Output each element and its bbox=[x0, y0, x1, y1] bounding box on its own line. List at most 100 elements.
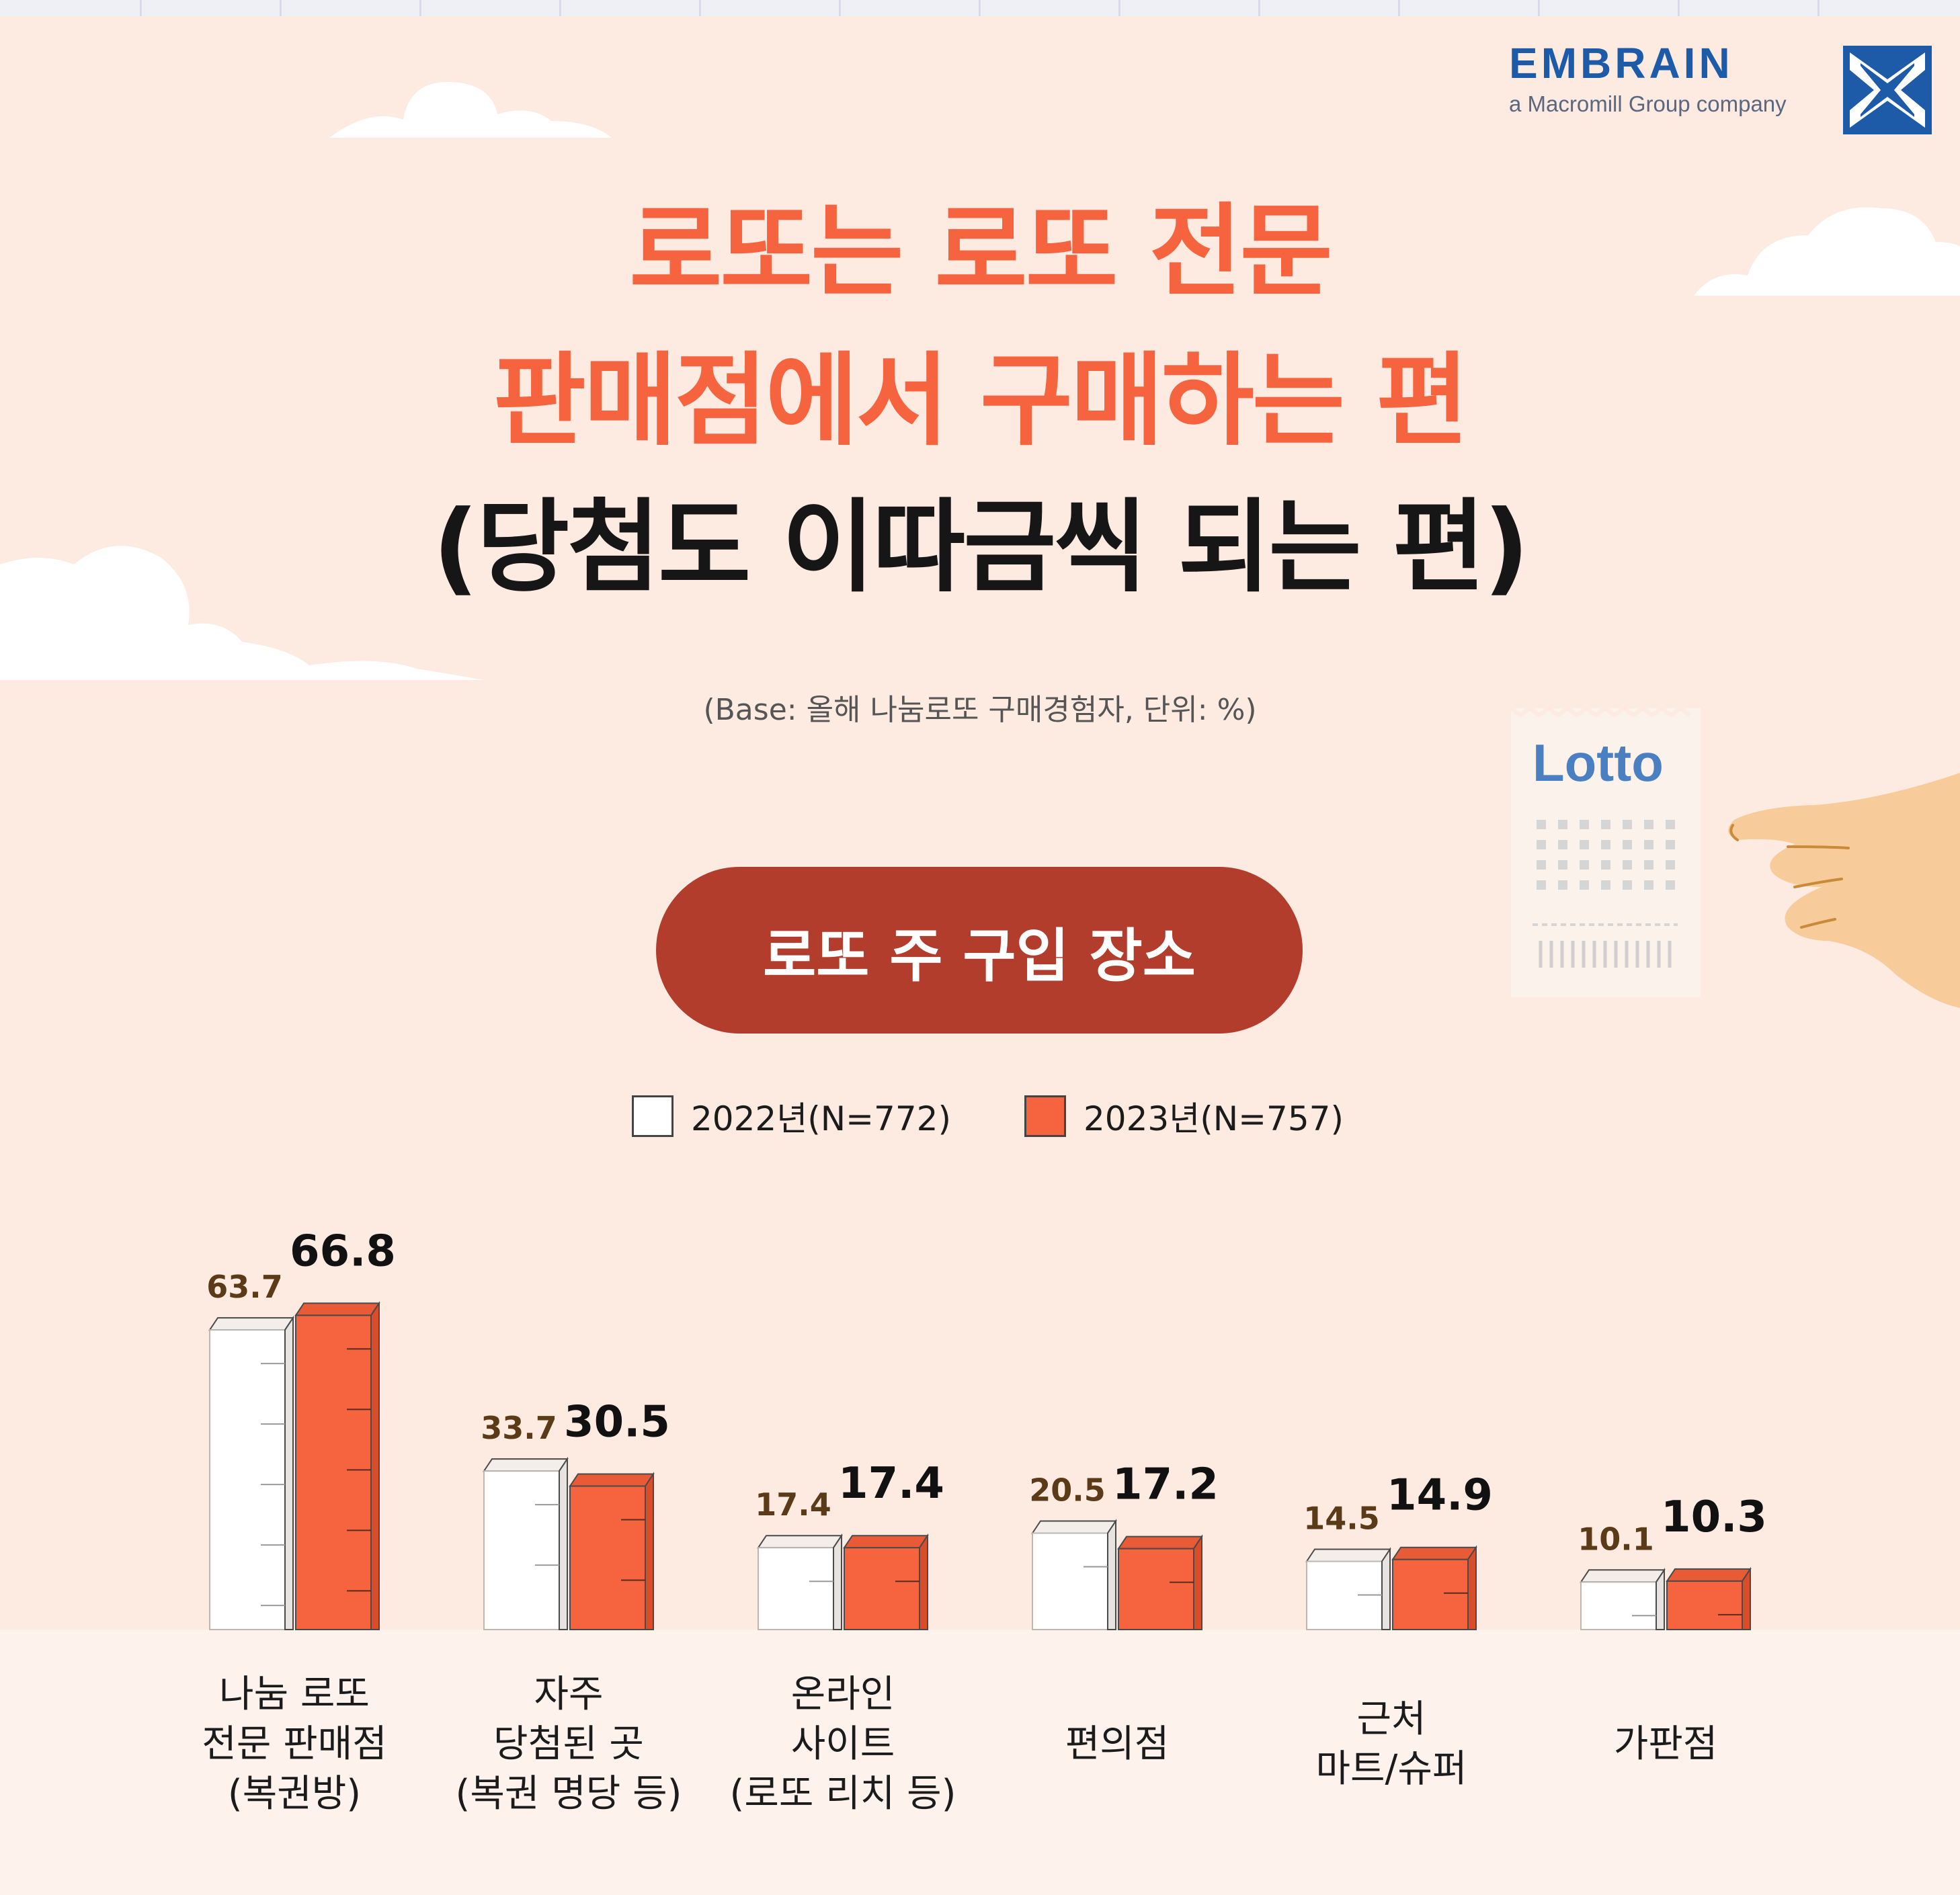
bar-top-2022 bbox=[1580, 1569, 1666, 1583]
bar-2023 bbox=[1118, 1548, 1194, 1630]
bar-2022 bbox=[1032, 1532, 1108, 1630]
strip-divider bbox=[1258, 0, 1260, 16]
category-label-line: 편의점 bbox=[1065, 1722, 1170, 1766]
category-label-line: (복권방) bbox=[227, 1772, 362, 1816]
value-label-2022: 17.4 bbox=[755, 1486, 831, 1523]
bar-side-2023 bbox=[1742, 1566, 1751, 1630]
strip-divider bbox=[1118, 0, 1120, 16]
value-label-2023: 30.5 bbox=[564, 1398, 670, 1447]
cloud-icon bbox=[0, 546, 484, 680]
headline-line-3: (당첨도 이따금씩 되는 편) bbox=[432, 489, 1530, 606]
section-title-pill: 로또 주 구입 장소 bbox=[656, 867, 1303, 1034]
headline-line-2: 판매점에서 구매하는 편 bbox=[493, 343, 1469, 460]
bar-top-2022 bbox=[757, 1535, 843, 1549]
bar-2022 bbox=[1580, 1581, 1657, 1630]
category-label: 편의점 bbox=[956, 1720, 1278, 1769]
category-label: 가판점 bbox=[1504, 1720, 1827, 1769]
bar-side-2022 bbox=[833, 1533, 842, 1630]
bar-2022 bbox=[758, 1547, 834, 1631]
bar-side-2023 bbox=[1467, 1545, 1477, 1630]
legend-2023: 2023년(N=757) bbox=[1024, 1094, 1344, 1138]
bar-2022 bbox=[209, 1329, 286, 1630]
strip-divider bbox=[419, 0, 421, 16]
category-label-line: 당첨된 곳 bbox=[493, 1722, 644, 1766]
chart-floor bbox=[0, 1630, 1960, 1895]
value-label-2022: 10.1 bbox=[1578, 1521, 1654, 1557]
brand-block: EMBRAIN a Macromill Group company bbox=[1509, 42, 1787, 117]
category-label-line: 온라인 bbox=[790, 1673, 895, 1716]
bar-side-2023 bbox=[370, 1301, 380, 1630]
value-label-2023: 14.9 bbox=[1387, 1471, 1493, 1521]
bar-top-2022 bbox=[1031, 1520, 1117, 1534]
cloud-icon bbox=[1694, 207, 1960, 296]
ticket-text: Lotto bbox=[1533, 733, 1664, 792]
legend-label-2023: 2023년(N=757) bbox=[1084, 1099, 1344, 1138]
bar-top-2022 bbox=[1305, 1548, 1391, 1562]
bar-top-2022 bbox=[483, 1458, 569, 1472]
strip-divider bbox=[839, 0, 841, 16]
bar-side-2023 bbox=[1193, 1534, 1202, 1630]
category-label-line: 가판점 bbox=[1613, 1722, 1718, 1766]
value-label-2022: 20.5 bbox=[1029, 1472, 1106, 1509]
value-label-2023: 17.4 bbox=[838, 1459, 944, 1509]
value-label-2022: 63.7 bbox=[206, 1269, 283, 1305]
category-label-line: (로또 리치 등) bbox=[729, 1772, 956, 1816]
bar-2023 bbox=[1392, 1558, 1469, 1631]
legend-swatch-2023 bbox=[1024, 1095, 1066, 1137]
value-label-2023: 17.2 bbox=[1112, 1460, 1219, 1510]
bar-top-2023 bbox=[1666, 1568, 1752, 1582]
brand-tagline: a Macromill Group company bbox=[1509, 91, 1787, 116]
value-label-2022: 14.5 bbox=[1303, 1501, 1380, 1537]
value-label-2023: 10.3 bbox=[1661, 1492, 1767, 1542]
category-label: 온라인 사이트 (로또 리치 등) bbox=[682, 1670, 1004, 1819]
strip-divider bbox=[140, 0, 142, 16]
bar-side-2022 bbox=[559, 1456, 568, 1630]
strip-divider bbox=[979, 0, 981, 16]
lotto-ticket-hand-illustration: Lotto bbox=[1510, 706, 1960, 1008]
value-label-2022: 33.7 bbox=[481, 1410, 557, 1446]
category-label-line: (복권 명당 등) bbox=[455, 1772, 682, 1816]
strip-divider bbox=[1538, 0, 1540, 16]
strip-divider bbox=[559, 0, 561, 16]
strip-divider bbox=[280, 0, 282, 16]
bar-side-2023 bbox=[919, 1533, 928, 1630]
bar-top-2022 bbox=[208, 1317, 294, 1331]
bar-top-2023 bbox=[569, 1473, 655, 1487]
value-label-2023: 66.8 bbox=[290, 1226, 396, 1276]
strip-divider bbox=[699, 0, 701, 16]
category-label-line: 마트/슈퍼 bbox=[1315, 1747, 1467, 1791]
category-label-line: 전문 판매점 bbox=[202, 1722, 387, 1766]
bar-side-2022 bbox=[1656, 1567, 1665, 1630]
legend-label-2022: 2022년(N=772) bbox=[691, 1099, 951, 1138]
headline-line-1: 로또는 로또 전문 bbox=[629, 194, 1332, 310]
brand-logo-icon bbox=[1843, 46, 1932, 134]
bar-top-2023 bbox=[294, 1302, 380, 1316]
bar-side-2022 bbox=[1107, 1519, 1116, 1630]
category-label-line: 자주 bbox=[534, 1673, 604, 1716]
bar-2022 bbox=[483, 1470, 560, 1630]
legend-2022: 2022년(N=772) bbox=[632, 1094, 951, 1138]
bar-2023 bbox=[295, 1314, 372, 1630]
bar-top-2023 bbox=[1117, 1535, 1203, 1550]
strip-divider bbox=[1678, 0, 1680, 16]
bar-side-2022 bbox=[1381, 1547, 1391, 1630]
strip-divider bbox=[1818, 0, 1820, 16]
category-label-line: 나눔 로또 bbox=[219, 1673, 370, 1716]
legend-swatch-2022 bbox=[632, 1095, 673, 1137]
top-strip bbox=[0, 0, 1960, 16]
bar-2023 bbox=[1666, 1580, 1743, 1631]
brand-name: EMBRAIN bbox=[1509, 39, 1733, 87]
strip-divider bbox=[1398, 0, 1400, 16]
bar-side-2022 bbox=[284, 1315, 294, 1630]
bar-2023 bbox=[844, 1547, 920, 1631]
category-label-line: 근처 bbox=[1356, 1697, 1426, 1741]
base-note: (Base: 올해 나눔로또 구매경험자, 단위: %) bbox=[703, 693, 1257, 727]
bar-side-2023 bbox=[645, 1472, 654, 1630]
bar-chart: 63.766.8 33.7 30.5 17.4 17.4 20.5 17.2 14.5 14.9… bbox=[206, 1226, 1767, 1631]
cloud-icon bbox=[329, 81, 612, 138]
bar-top-2023 bbox=[843, 1535, 929, 1549]
bar-2023 bbox=[569, 1485, 646, 1630]
